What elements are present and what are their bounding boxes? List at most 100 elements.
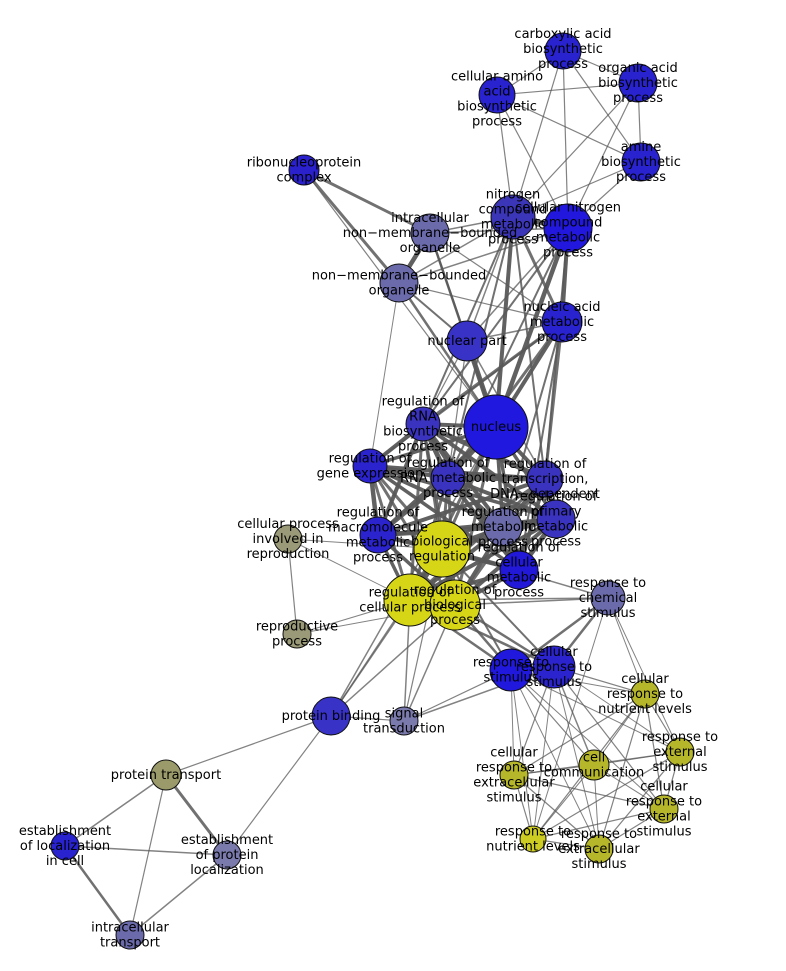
graph-edge [512,82,639,218]
graph-edge [513,693,646,776]
graph-node[interactable]: carboxylic acid biosynthetic process [544,32,582,70]
graph-edge [553,666,681,753]
graph-edge [369,464,557,521]
graph-node-label: biological regulation [409,534,475,564]
graph-node[interactable]: cellular response to external stimulus [649,794,679,824]
graph-edge [562,50,642,163]
graph-node-label: cellular response to nutrient levels [598,672,692,717]
graph-node-label: cellular response to extracellular stimulus [473,745,555,805]
graph-edge [532,808,665,840]
graph-node-label: intracellular transport [91,920,169,950]
graph-node-label: cellular response to stimulus [516,645,592,690]
graph-node-label: ribonucleoprotein complex [247,155,362,185]
graph-node-label: intracellular non−membrane−bounded organel… [343,211,518,256]
graph-node[interactable]: ribonucleoprotein complex [288,154,320,186]
graph-node[interactable]: non−membrane−bounded organelle [379,263,419,303]
graph-node-label: regulation of cellular process [359,585,461,615]
graph-node[interactable]: cellular amino acid biosynthetic process [478,76,516,114]
graph-edge [598,751,681,850]
graph-edge [302,169,401,284]
graph-node-label: regulation of RNA biosynthetic process [382,394,465,454]
graph-edge [532,666,555,840]
graph-node-label: regulation of biological process [414,583,497,628]
graph-node[interactable]: establishment of protein localization [212,840,242,870]
graph-node-label: regulation of transcription, DNA−dependent [490,457,600,502]
graph-node[interactable]: cell communication [578,749,610,781]
graph-node[interactable]: protein binding [311,696,351,736]
graph-node-label: regulation of metabolic process [462,505,545,550]
graph-node[interactable]: cellular response to extracellular stimu… [499,760,529,790]
graph-node[interactable]: nucleic acid metabolic process [541,301,583,343]
graph-edge [494,216,515,428]
graph-node-label: response to external stimulus [642,730,718,775]
graph-node-label: regulation of gene expression [317,451,424,481]
graph-node-label: response to stimulus [473,655,549,685]
graph-edge [532,764,595,840]
graph-node[interactable]: amine biosynthetic process [621,142,661,182]
graph-edge [532,597,609,840]
graph-node[interactable]: nuclear part [446,320,488,362]
graph-edge [398,227,569,284]
graph-edge [63,845,132,936]
labels-layer: carboxylic acid biosynthetic process organi… [19,27,718,951]
graph-node[interactable]: organic acid biosynthetic process [618,63,658,103]
graph-node[interactable]: establishment of localization in cell [50,831,80,861]
graph-node-label: organic acid biosynthetic process [598,61,678,106]
graph-edge [429,232,563,323]
graph-edge [64,774,167,847]
graph-node[interactable]: biological regulation [413,520,471,578]
graph-node[interactable]: cellular process involved in reproductio… [273,524,303,554]
graph-node[interactable]: response to nutrient levels [519,825,547,853]
graph-node-label: nitrogen compound metabolic process [479,187,548,247]
graph-node-label: cellular amino acid biosynthetic process [451,69,543,129]
graph-node[interactable]: protein transport [150,759,182,791]
graph-node[interactable]: intracellular non−membrane−bounded organ… [410,213,450,253]
graph-node[interactable]: nucleus [463,394,529,460]
graph-node[interactable]: regulation of gene expression [352,448,388,484]
graph-edge [421,422,558,521]
graph-node[interactable]: response to chemical stimulus [590,580,626,616]
graph-node[interactable]: cellular nitrogen compound metabolic pro… [543,203,593,253]
graph-edge [513,774,600,850]
graph-edge [562,50,569,229]
graph-node[interactable]: reproductive process [282,619,312,649]
graph-edge [502,321,563,528]
graph-node[interactable]: response to external stimulus [665,737,695,767]
nodes-layer: carboxylic acid biosynthetic process orga… [50,32,695,950]
graph-edge [447,340,468,479]
graph-edge [513,774,665,810]
graph-edge [607,597,681,753]
graph-node-label: signal transduction [363,706,445,736]
graph-node[interactable]: regulation of macromolecule metabolic pr… [359,516,397,554]
graph-node[interactable]: nitrogen compound metabolic process [490,194,536,240]
graph-edge [164,774,229,856]
graph-node[interactable]: regulation of RNA biosynthetic process [405,406,441,442]
graph-node-label: cellular process involved in reproduction [237,517,339,562]
graph-node[interactable]: signal transduction [389,706,419,736]
graph-node-label: carboxylic acid biosynthetic process [514,27,611,72]
graph-edge [369,282,400,467]
graph-edge [330,604,456,717]
graph-edge [512,161,642,218]
graph-node[interactable]: regulation of metabolic process [483,507,523,547]
graph-node-label: nucleic acid metabolic process [523,300,600,345]
graph-node[interactable]: regulation of cellular metabolic process [499,550,539,590]
graph-edge [403,548,443,722]
graph-node[interactable]: regulation of primary metabolic process [536,499,576,539]
graph-node[interactable]: cellular response to nutrient levels [630,679,660,709]
graph-node-label: response to nutrient levels [486,824,580,854]
graph-node[interactable]: response to extracellular stimulus [584,834,614,864]
graph-node[interactable]: cellular response to stimulus [532,645,576,689]
graph-node-label: nuclear part [427,334,506,349]
graph-node[interactable]: regulation of RNA metabolic process [430,460,466,496]
graph-node[interactable]: response to stimulus [489,648,533,692]
graph-node-label: cell communication [544,750,645,780]
graph-edge [408,423,425,601]
graph-edge [496,94,569,229]
graph-edge [496,82,639,96]
graph-node-label: cellular nitrogen compound metabolic proces… [515,200,621,260]
graph-node[interactable]: intracellular transport [115,920,145,950]
graph-node[interactable]: regulation of transcription, DNA−depende… [526,460,564,498]
graph-node[interactable]: regulation of biological process [429,579,481,631]
